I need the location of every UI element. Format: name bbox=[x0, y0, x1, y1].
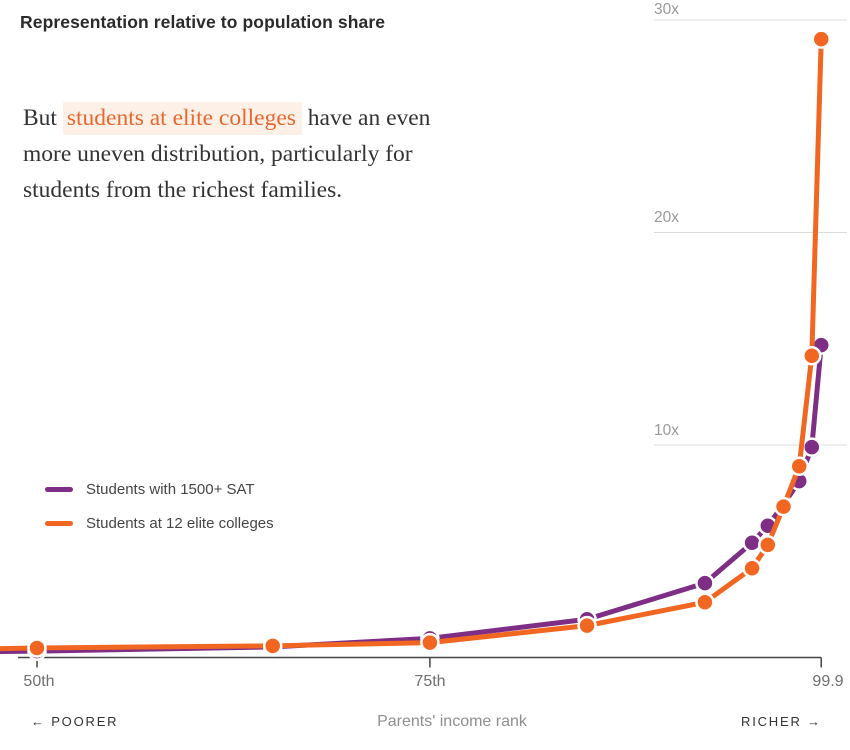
data-point-Students at 12 elite colleges-p65 bbox=[262, 636, 283, 656]
legend-item-elite: Students at 12 elite colleges bbox=[45, 515, 274, 532]
y-gridline-label-30x: 30x bbox=[654, 1, 679, 18]
data-point-Students at 12 elite colleges-p99.3 bbox=[802, 346, 822, 366]
direction-label-richer: RICHER → bbox=[741, 714, 822, 729]
direction-label-poorer: ← POORER bbox=[31, 714, 119, 729]
data-point-Students at 12 elite colleges-p99.9 bbox=[811, 29, 831, 49]
x-tick-label-75th: 75th bbox=[414, 673, 446, 690]
x-tick-label-99-9: 99.9 bbox=[812, 673, 844, 690]
data-point-Students at 12 elite colleges-p85 bbox=[577, 615, 597, 636]
data-point-Students with 1500+ SAT-p95.5 bbox=[742, 533, 762, 553]
legend-label-sat: Students with 1500+ SAT bbox=[86, 481, 255, 498]
chart-legend: Students with 1500+ SAT Students at 12 e… bbox=[45, 481, 274, 532]
legend-swatch-purple bbox=[45, 487, 73, 492]
data-point-Students with 1500+ SAT-p92.5 bbox=[695, 573, 715, 593]
y-gridline-label-20x: 20x bbox=[654, 209, 679, 226]
data-point-Students at 12 elite colleges-p92.5 bbox=[695, 592, 715, 612]
intro-line-1: But students at elite colleges have an e… bbox=[23, 100, 583, 136]
data-point-Students with 1500+ SAT-p99.3 bbox=[802, 437, 822, 457]
intro-text-after: have an even bbox=[301, 105, 431, 131]
legend-swatch-orange bbox=[45, 521, 73, 526]
intro-text-before: But bbox=[23, 105, 63, 131]
data-point-Students at 12 elite colleges-p75 bbox=[420, 632, 440, 653]
data-point-Students at 12 elite colleges-p95.5 bbox=[742, 558, 762, 578]
legend-item-sat: Students with 1500+ SAT bbox=[45, 481, 274, 498]
page-title: Representation relative to population sh… bbox=[20, 12, 386, 32]
highlighted-phrase: students at elite colleges bbox=[62, 102, 302, 135]
data-point-Students at 12 elite colleges-p50 bbox=[27, 638, 47, 658]
intro-line-2: more uneven distribution, particularly f… bbox=[23, 141, 413, 167]
data-point-Students at 12 elite colleges-p98.5 bbox=[789, 456, 809, 476]
data-point-Students at 12 elite colleges-p96.5 bbox=[758, 535, 778, 555]
legend-label-elite: Students at 12 elite colleges bbox=[86, 515, 274, 532]
x-tick-label-50th: 50th bbox=[23, 673, 55, 690]
data-point-Students at 12 elite colleges-p97.5 bbox=[773, 496, 794, 517]
y-gridline-label-10x: 10x bbox=[654, 422, 679, 439]
intro-line-3: students from the richest families. bbox=[23, 177, 343, 203]
intro-paragraph: But students at elite colleges have an e… bbox=[23, 100, 583, 208]
series-line-Students at 12 elite colleges bbox=[0, 36, 824, 652]
x-axis-title: Parents' income rank bbox=[377, 713, 527, 730]
